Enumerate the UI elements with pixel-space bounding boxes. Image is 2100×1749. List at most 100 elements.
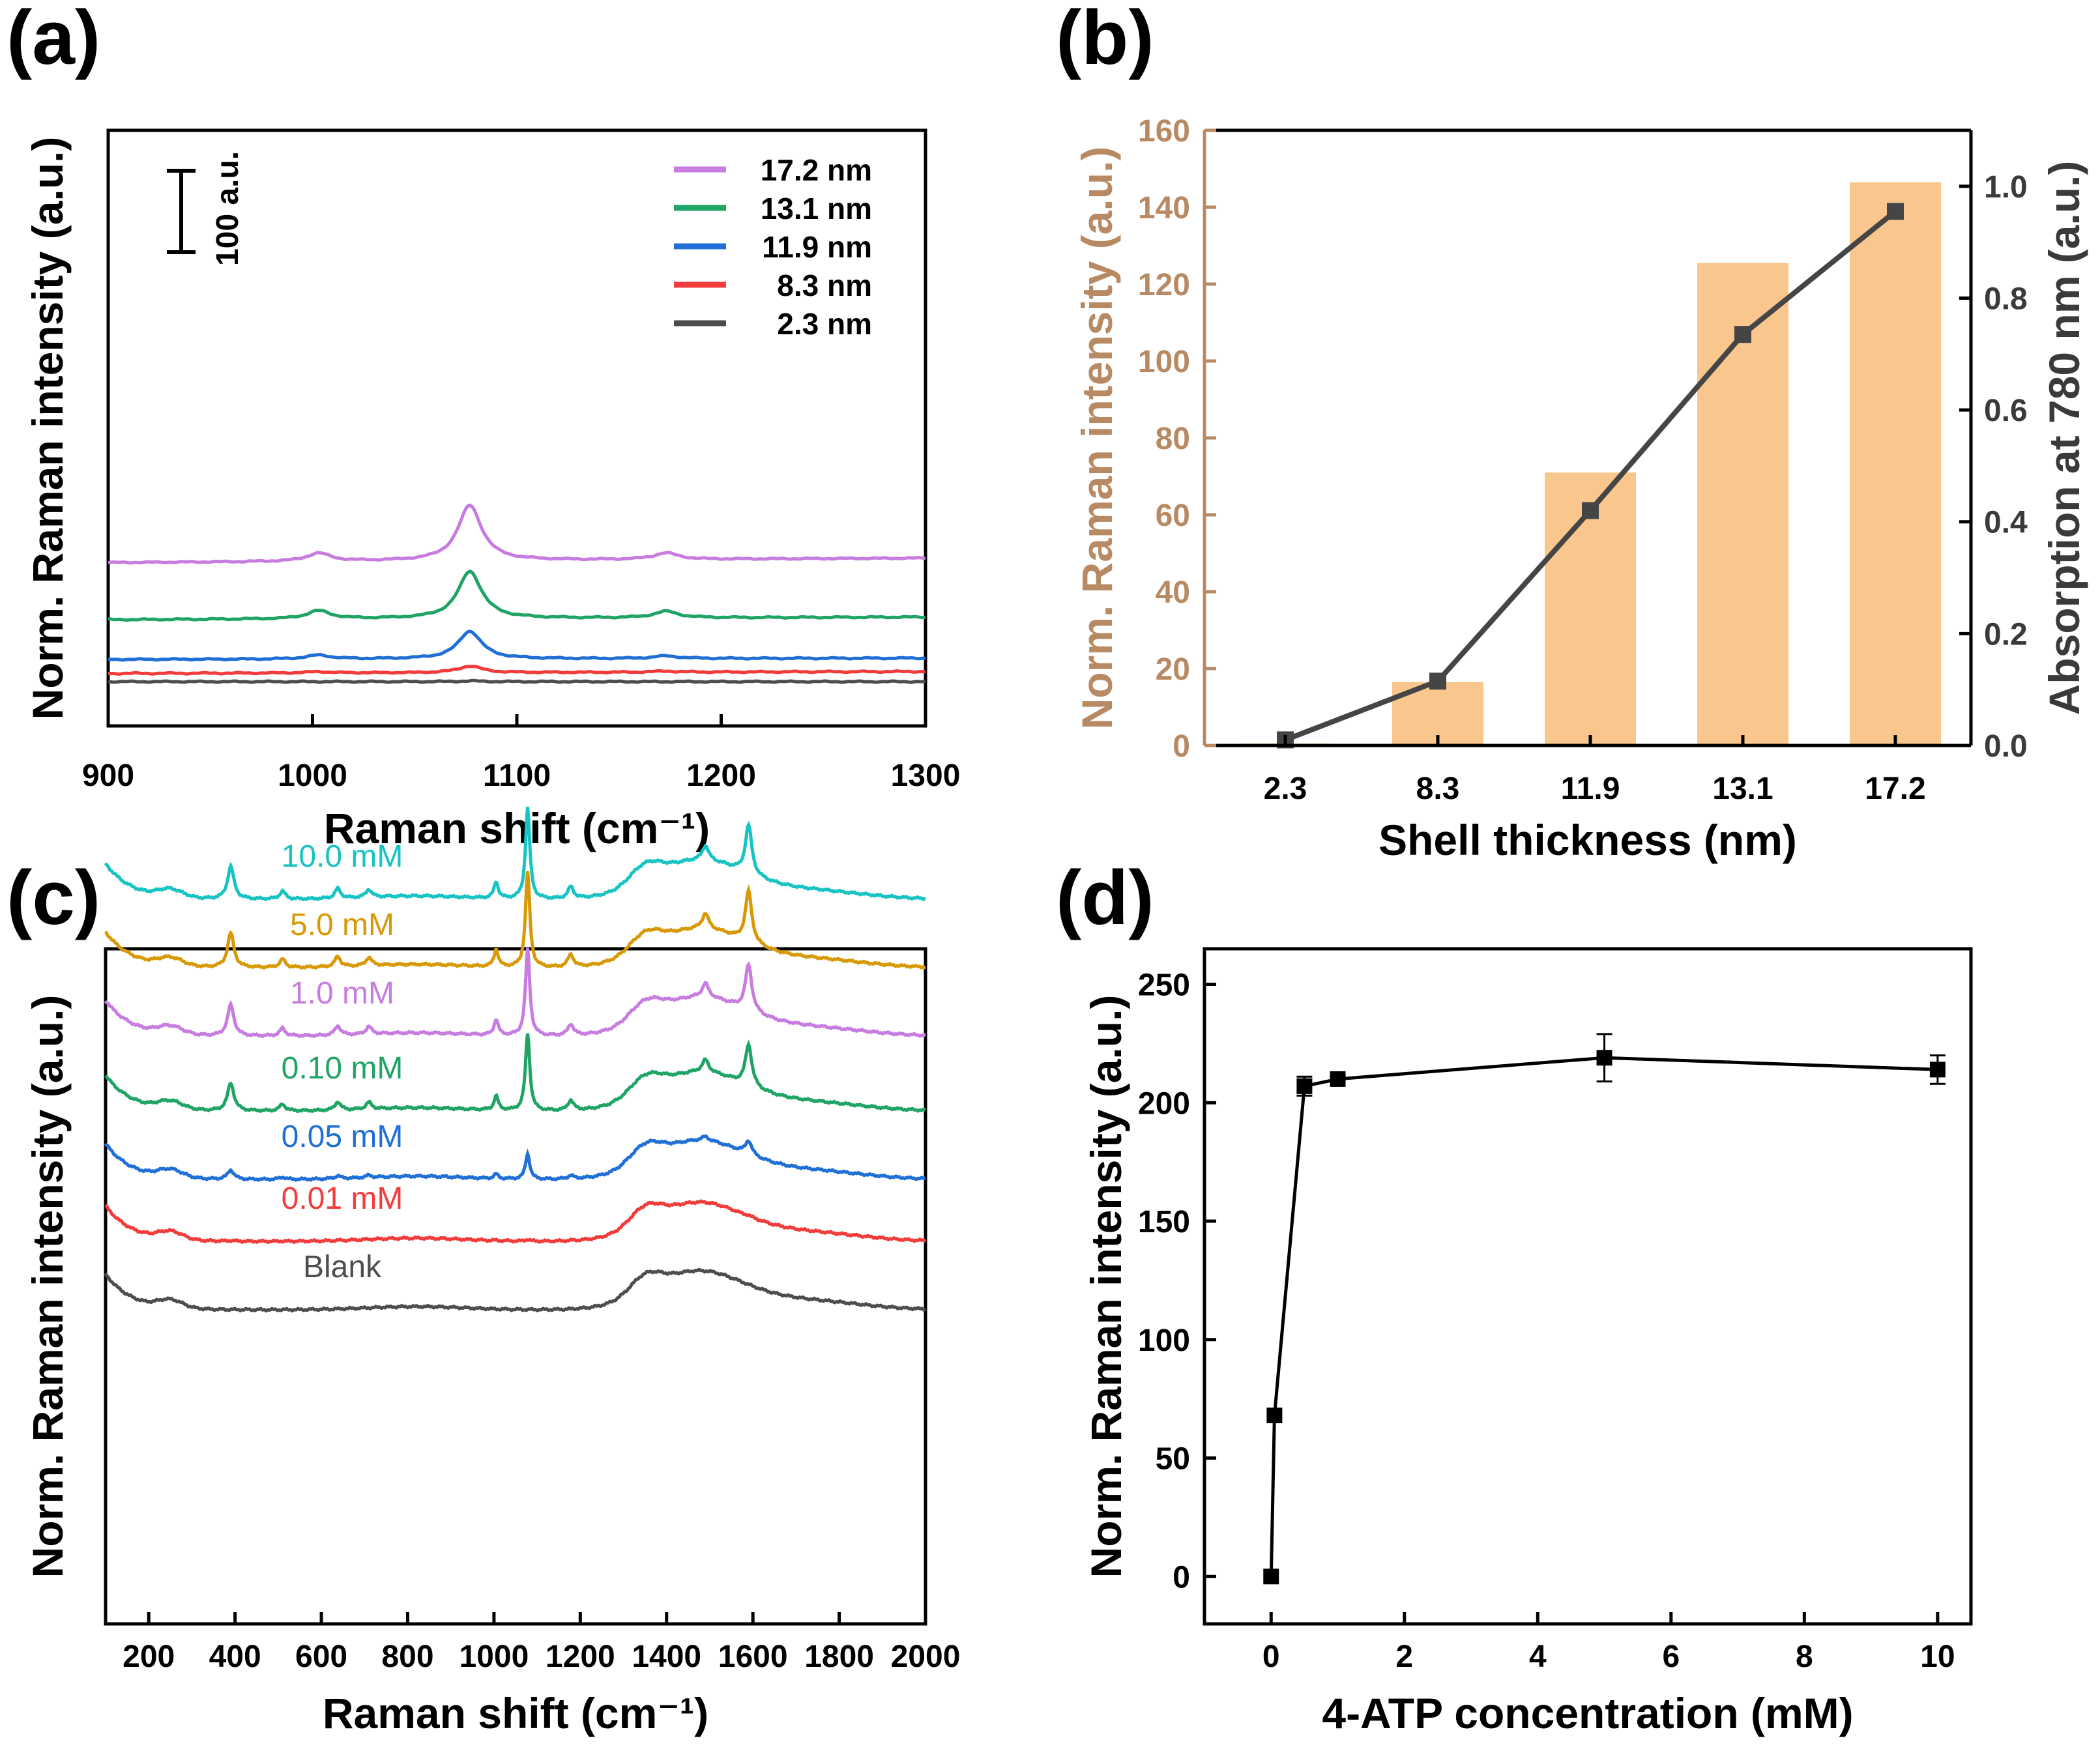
spectrum-line (104, 1267, 927, 1313)
concentration-label: 10.0 mM (282, 839, 403, 874)
x-tick-label: 1800 (804, 1640, 874, 1674)
y-tick-label: 100 (1138, 1323, 1190, 1358)
x-tick-label: 1200 (546, 1640, 615, 1674)
panel-c-label: (c) (7, 855, 100, 941)
data-point (1330, 1071, 1346, 1087)
panel-c-spectra (104, 807, 927, 1313)
panel-c-y-title: Norm. Raman intensity (a.u.) (23, 995, 72, 1578)
spectrum-line (108, 570, 926, 622)
concentration-label: Blank (303, 1250, 382, 1284)
spectrum-line (104, 871, 926, 970)
panel-a-legend: 17.2 nm 13.1 nm 11.9 nm 8.3 nm 2.3 nm (674, 153, 872, 341)
x-tick-label: 11.9 (1561, 772, 1620, 806)
y-tick-label: 50 (1156, 1442, 1190, 1477)
panel-a-scale-bar: 100 a.u. (167, 151, 245, 266)
concentration-label: 0.10 mM (282, 1051, 403, 1086)
data-point (1263, 1568, 1279, 1585)
data-point (1596, 1050, 1612, 1066)
y-left-tick-label: 80 (1156, 422, 1190, 456)
x-tick-label: 1600 (718, 1640, 788, 1674)
legend-label: 17.2 nm (761, 153, 872, 187)
panel-a-x-title: Raman shift (cm⁻¹) (324, 804, 710, 852)
concentration-label: 1.0 mM (290, 976, 394, 1011)
panel-a-x-axis: 900 1000 1100 1200 1300 (82, 714, 960, 793)
panel-d-data (1263, 1033, 1946, 1585)
y-left-tick-label: 100 (1138, 345, 1190, 379)
panel-b-bars (1240, 182, 1941, 745)
trend-line (1269, 1056, 1938, 1577)
panel-c-frame (104, 947, 927, 1626)
x-tick-label: 900 (82, 759, 134, 793)
legend-label: 8.3 nm (777, 268, 872, 302)
bar (1850, 182, 1941, 745)
x-tick-label: 8.3 (1416, 772, 1460, 806)
panel-d-x-title: 4-ATP concentration (mM) (1322, 1689, 1853, 1737)
panel-a-y-title: Norm. Raman intensity (a.u.) (23, 137, 72, 720)
y-left-tick-label: 40 (1156, 575, 1190, 610)
y-right-tick-label: 0.4 (1984, 506, 2028, 540)
x-tick-label: 1300 (891, 759, 961, 793)
panel-b: (b) 2.3 8.3 11.9 13.1 17.2 0 20 40 60 80 100 120 140… (1056, 0, 2088, 864)
spectrum-line (108, 678, 926, 684)
scale-bar-label: 100 a.u. (211, 151, 245, 266)
y-left-tick-label: 120 (1138, 268, 1190, 302)
panel-d-label: (d) (1056, 855, 1154, 941)
x-tick-label: 1000 (278, 759, 347, 793)
data-point (1296, 1078, 1313, 1094)
panel-c: (c) 200 400 600 800 1000 1200 1400 1600 1800 2000… (7, 807, 960, 1737)
x-tick-label: 400 (209, 1640, 261, 1674)
x-tick-label: 10 (1920, 1640, 1955, 1674)
x-tick-label: 2.3 (1264, 772, 1307, 806)
absorption-point (1582, 502, 1599, 519)
x-tick-label: 200 (123, 1640, 175, 1674)
y-left-tick-label: 140 (1138, 191, 1190, 225)
x-tick-label: 8 (1796, 1640, 1813, 1674)
x-tick-label: 13.1 (1712, 772, 1773, 806)
spectrum-line (104, 1134, 926, 1182)
x-tick-label: 2 (1395, 1640, 1413, 1674)
panel-a: (a) 900 1000 1100 1200 1300 100 a.u. 17.2 nm… (7, 0, 960, 852)
data-point (1266, 1408, 1283, 1424)
y-right-tick-label: 0.8 (1984, 282, 2028, 316)
bar (1697, 263, 1788, 745)
panel-a-spectra (108, 503, 926, 684)
y-left-tick-label: 160 (1138, 114, 1190, 149)
legend-label: 2.3 nm (777, 307, 872, 341)
y-tick-label: 200 (1138, 1086, 1190, 1121)
data-point (1929, 1062, 1946, 1078)
panel-c-concentration-labels: 10.0 mM 5.0 mM 1.0 mM 0.10 mM 0.05 mM 0.01 mM… (282, 839, 403, 1284)
panel-b-label: (b) (1056, 0, 1154, 81)
x-tick-label: 1000 (459, 1640, 529, 1674)
absorption-point (1887, 203, 1904, 220)
y-right-tick-label: 0.6 (1984, 394, 2028, 428)
x-tick-label: 2000 (891, 1640, 961, 1674)
concentration-label: 5.0 mM (290, 908, 394, 942)
x-tick-label: 1200 (686, 759, 756, 793)
x-tick-label: 600 (295, 1640, 347, 1674)
y-left-tick-label: 0 (1173, 729, 1190, 764)
panel-d-frame (1203, 947, 1973, 1626)
y-tick-label: 250 (1138, 968, 1190, 1003)
panel-b-ticks: 2.3 8.3 11.9 13.1 17.2 0 20 40 60 80 100 120 140 160 0… (1138, 114, 2028, 806)
legend-label: 13.1 nm (761, 192, 872, 225)
panel-c-x-title: Raman shift (cm⁻¹) (323, 1689, 708, 1737)
panel-c-x-axis: 200 400 600 800 1000 1200 1400 1600 1800 2000 (123, 1612, 960, 1674)
concentration-label: 0.05 mM (282, 1120, 403, 1154)
spectrum-line (104, 947, 926, 1039)
x-tick-label: 1400 (632, 1640, 701, 1674)
spectrum-line (104, 1033, 927, 1113)
concentration-label: 0.01 mM (282, 1181, 403, 1216)
x-tick-label: 4 (1529, 1640, 1547, 1674)
y-tick-label: 0 (1173, 1560, 1190, 1595)
x-tick-label: 17.2 (1865, 772, 1925, 806)
spectrum-line (108, 503, 926, 565)
panel-b-x-title: Shell thickness (nm) (1378, 816, 1797, 864)
x-tick-label: 1100 (483, 759, 551, 793)
x-tick-label: 6 (1662, 1640, 1680, 1674)
absorption-point (1429, 672, 1446, 690)
spectrum-line (104, 807, 926, 902)
spectrum-line (108, 629, 926, 662)
absorption-point (1734, 326, 1751, 343)
